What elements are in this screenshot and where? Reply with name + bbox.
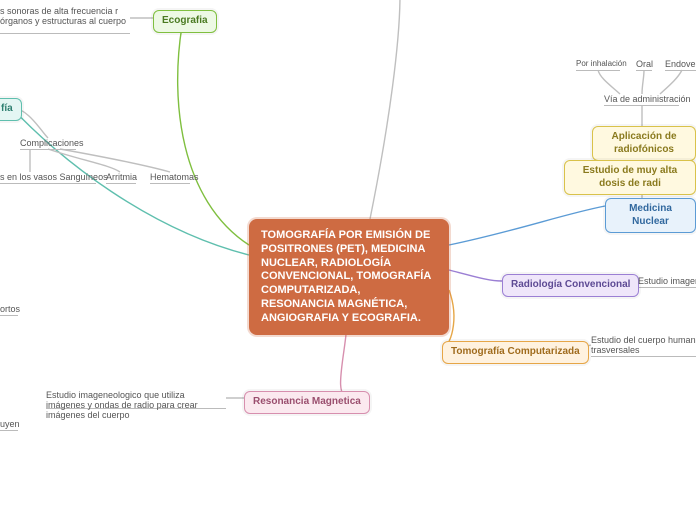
edge	[449, 206, 605, 245]
node-ecografia[interactable]: Ecografia	[153, 10, 217, 33]
node-dosis[interactable]: Estudio de muy alta dosis de radi	[564, 160, 696, 195]
leaf-underline	[638, 287, 696, 288]
leaf-underline	[576, 70, 620, 71]
leaf-oral: Oral	[636, 59, 653, 69]
leaf-underline	[0, 430, 18, 431]
node-resonancia[interactable]: Resonancia Magnetica	[244, 391, 370, 414]
leaf-tomo-desc: Estudio del cuerpo humano trasversales	[591, 335, 696, 355]
leaf-via: Vía de administración	[604, 94, 691, 104]
node-medicina[interactable]: Medicina Nuclear	[605, 198, 696, 233]
leaf-ortos: ortos	[0, 304, 20, 314]
leaf-underline	[0, 33, 130, 34]
node-radiofon[interactable]: Aplicación de radiofónicos	[592, 126, 696, 161]
leaf-underline	[150, 183, 190, 184]
node-angiografia[interactable]: fía	[0, 98, 22, 121]
leaf-reson-desc: Estudio imageneologico que utiliza imáge…	[46, 390, 226, 420]
edge	[370, 0, 400, 219]
leaf-underline	[0, 315, 18, 316]
edge	[60, 149, 170, 172]
node-tomografia[interactable]: Tomografía Computarizada	[442, 341, 589, 364]
edge	[660, 70, 682, 94]
leaf-uyen: uyen	[0, 419, 20, 429]
central-topic[interactable]: TOMOGRAFÍA POR EMISIÓN DE POSITRONES (PE…	[249, 219, 449, 335]
leaf-inhal: Por inhalación	[576, 59, 627, 68]
edge	[48, 149, 120, 172]
leaf-hematomas: Hematomas	[150, 172, 199, 182]
leaf-underline	[604, 105, 679, 106]
node-radiologia[interactable]: Radiología Convencional	[502, 274, 639, 297]
leaf-underline	[636, 70, 652, 71]
edge	[642, 70, 644, 94]
leaf-complic: Complicaciones	[20, 138, 84, 148]
leaf-endov: Endoven	[665, 59, 696, 69]
edge	[449, 270, 502, 281]
leaf-underline	[665, 70, 696, 71]
leaf-underline	[20, 149, 76, 150]
edge	[598, 70, 620, 94]
leaf-underline	[591, 356, 696, 357]
leaf-estudio-img: Estudio imagene	[638, 276, 696, 286]
leaf-underline	[106, 183, 136, 184]
edge	[178, 26, 249, 245]
leaf-underline	[0, 183, 96, 184]
leaf-eco-desc: s sonoras de alta frecuencia r órganos y…	[0, 6, 130, 26]
leaf-arritmia: Arritmia	[106, 172, 137, 182]
leaf-vasos: s en los vasos Sanguíneos	[0, 172, 108, 182]
